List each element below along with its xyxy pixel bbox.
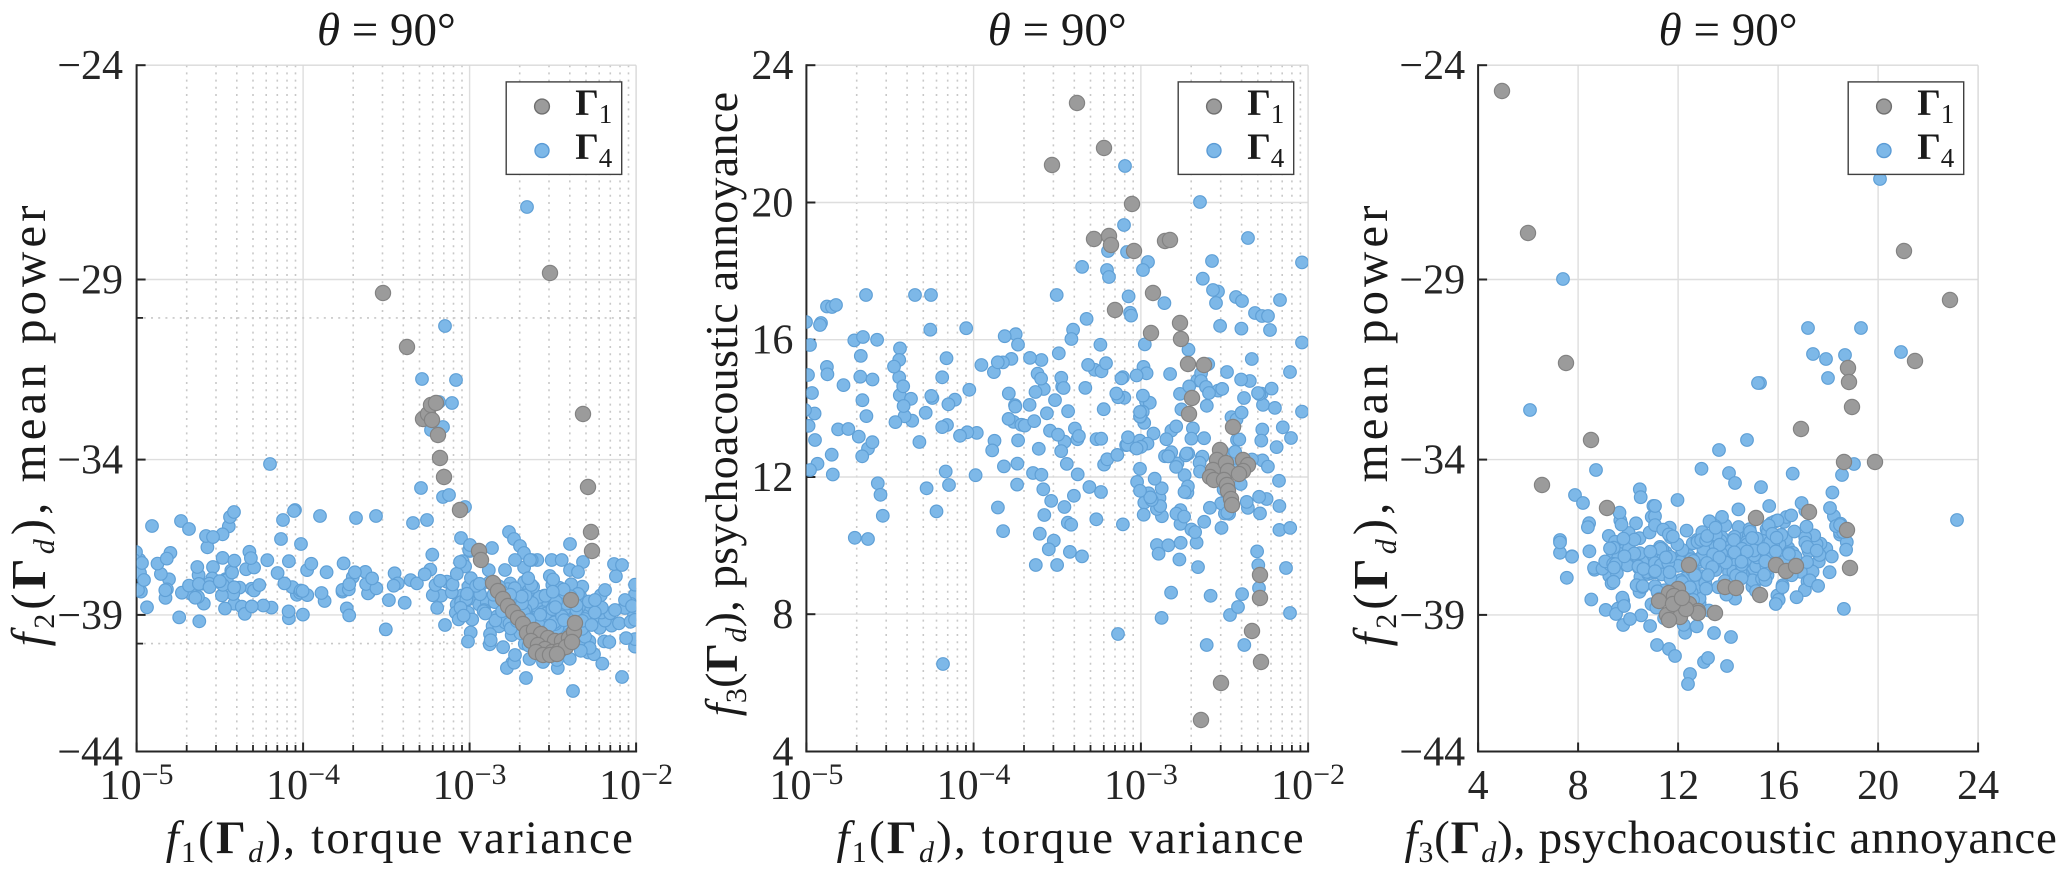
svg-text:10−4: 10−4 <box>266 758 340 809</box>
svg-text:−24: −24 <box>1399 43 1465 89</box>
svg-text:−29: −29 <box>1399 258 1465 304</box>
svg-text:8: 8 <box>772 592 793 638</box>
svg-text:12: 12 <box>1657 763 1699 809</box>
svg-text:f3(Γd), psychoacoustic annoyan: f3(Γd), psychoacoustic annoyance <box>1404 812 2057 869</box>
svg-text:10−2: 10−2 <box>599 758 673 809</box>
svg-text:−39: −39 <box>1399 593 1465 639</box>
svg-text:f1(Γd), torque variance: f1(Γd), torque variance <box>837 812 1306 869</box>
svg-text:f2(Γd), mean power: f2(Γd), mean power <box>1343 202 1403 647</box>
svg-text:16: 16 <box>751 318 793 364</box>
svg-text:24: 24 <box>751 43 793 89</box>
svg-text:8: 8 <box>1568 763 1589 809</box>
svg-text:−39: −39 <box>57 593 123 639</box>
svg-text:16: 16 <box>1757 763 1799 809</box>
svg-text:4: 4 <box>1468 763 1489 809</box>
svg-text:−24: −24 <box>57 43 123 89</box>
svg-text:−34: −34 <box>57 438 123 484</box>
svg-text:f3(Γd), psychoacoustic annoyan: f3(Γd), psychoacoustic annoyance <box>696 92 753 717</box>
svg-text:θ = 90°: θ = 90° <box>1659 4 1798 56</box>
svg-text:θ = 90°: θ = 90° <box>317 4 456 56</box>
svg-text:f2(Γd), mean power: f2(Γd), mean power <box>1 202 61 647</box>
svg-text:4: 4 <box>772 730 793 776</box>
svg-text:Γ1: Γ1 <box>1917 83 1954 129</box>
svg-text:−44: −44 <box>57 730 123 776</box>
svg-text:12: 12 <box>751 455 793 501</box>
svg-text:−44: −44 <box>1399 730 1465 776</box>
svg-text:−29: −29 <box>57 258 123 304</box>
svg-text:−34: −34 <box>1399 438 1465 484</box>
svg-text:20: 20 <box>1857 763 1899 809</box>
svg-text:20: 20 <box>751 181 793 227</box>
svg-text:f1(Γd), torque variance: f1(Γd), torque variance <box>166 812 635 869</box>
svg-text:24: 24 <box>1957 763 1999 809</box>
svg-text:θ = 90°: θ = 90° <box>988 4 1127 56</box>
